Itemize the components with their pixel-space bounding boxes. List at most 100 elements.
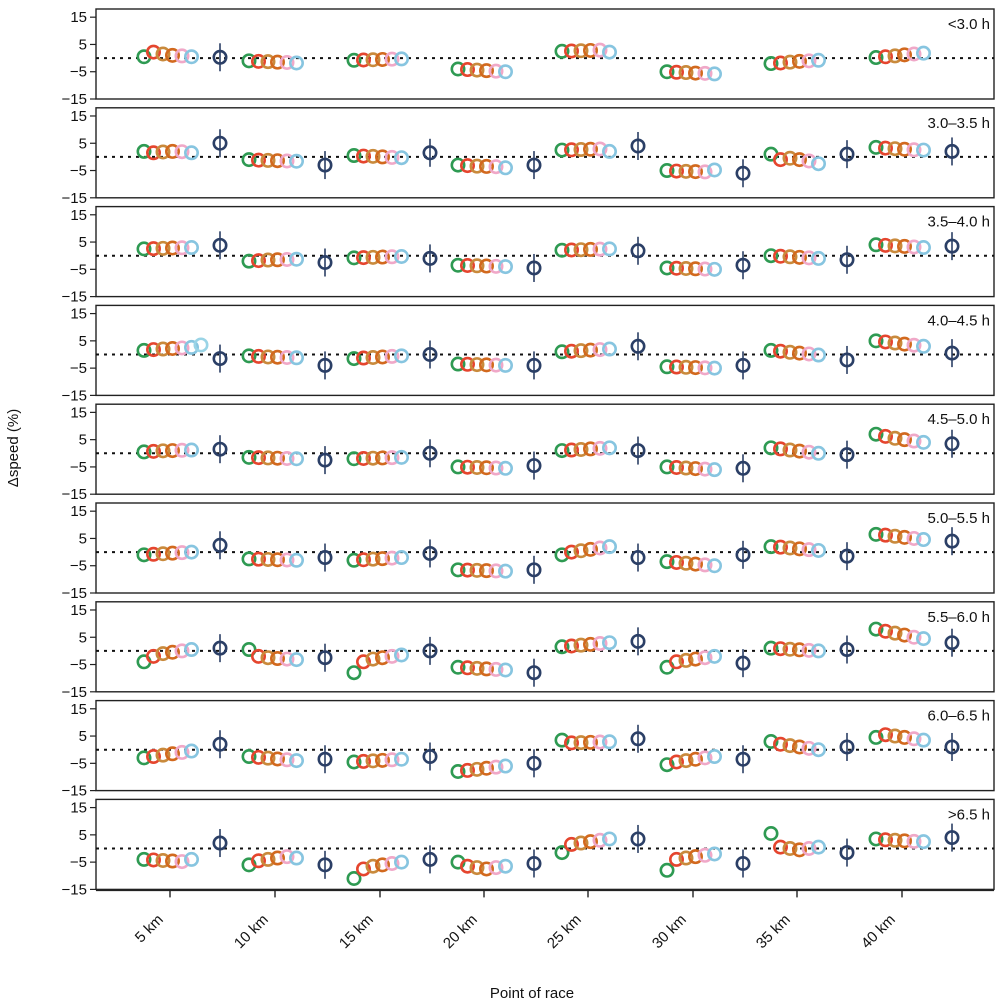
data-point <box>478 563 494 579</box>
data-point <box>422 851 438 867</box>
data-point <box>260 450 276 466</box>
data-point <box>279 651 295 667</box>
data-point <box>582 141 598 157</box>
data-point <box>269 54 285 70</box>
data-point <box>601 539 617 555</box>
data-point <box>146 241 162 257</box>
data-point <box>801 346 817 362</box>
data-point <box>582 636 598 652</box>
y-tick-label: −15 <box>62 585 87 602</box>
data-point <box>896 529 912 545</box>
data-point <box>887 625 903 641</box>
data-point <box>488 357 504 373</box>
data-point <box>422 445 438 461</box>
y-tick-label: −5 <box>70 459 87 476</box>
data-point <box>554 43 570 59</box>
y-tick-label: −5 <box>70 854 87 871</box>
data-point <box>706 462 722 478</box>
data-point <box>877 237 893 253</box>
y-tick-label: −5 <box>70 657 87 674</box>
data-point <box>317 357 333 373</box>
data-point <box>155 144 171 160</box>
data-point <box>772 441 788 457</box>
panel-label: <3.0 h <box>948 16 990 33</box>
data-point <box>136 444 152 460</box>
y-tick-label: 5 <box>79 432 87 449</box>
data-point <box>422 643 438 659</box>
data-point <box>563 442 579 458</box>
y-tick-label: 5 <box>79 827 87 844</box>
data-point <box>630 633 646 649</box>
data-point <box>146 145 162 161</box>
data-point <box>915 434 931 450</box>
x-tick-label: 30 km <box>649 911 690 952</box>
data-point <box>763 342 779 358</box>
data-point <box>279 349 295 365</box>
data-point <box>212 237 228 253</box>
data-point <box>459 258 475 274</box>
data-point <box>469 357 485 373</box>
y-tick-label: −15 <box>62 486 87 503</box>
data-point <box>697 65 713 81</box>
data-point <box>601 440 617 456</box>
data-point <box>601 143 617 159</box>
data-point <box>659 459 675 475</box>
y-tick-label: 15 <box>70 503 87 520</box>
data-point <box>868 621 884 637</box>
data-point <box>801 840 817 856</box>
data-point <box>251 551 267 567</box>
data-point <box>868 50 884 66</box>
data-point <box>269 252 285 268</box>
data-point <box>422 145 438 161</box>
data-point <box>906 530 922 546</box>
data-point <box>393 449 409 465</box>
panel-frame <box>95 798 995 891</box>
data-point <box>687 360 703 376</box>
data-point <box>241 348 257 364</box>
y-tick-label: −15 <box>62 387 87 404</box>
data-point <box>365 349 381 365</box>
data-point <box>563 735 579 751</box>
data-point <box>668 459 684 475</box>
data-point <box>735 257 751 273</box>
data-point <box>915 631 931 647</box>
data-point <box>678 359 694 375</box>
data-point <box>450 356 466 372</box>
data-point <box>868 237 884 253</box>
data-point <box>801 542 817 558</box>
data-point <box>279 153 295 169</box>
data-point <box>374 857 390 873</box>
y-tick-label: 15 <box>70 9 87 26</box>
data-point <box>687 261 703 277</box>
data-point <box>563 544 579 560</box>
data-point <box>687 751 703 767</box>
data-point <box>706 66 722 82</box>
panel-frame <box>95 304 995 397</box>
data-point <box>355 861 371 877</box>
data-point <box>497 357 513 373</box>
data-point <box>877 832 893 848</box>
data-point <box>668 260 684 276</box>
data-point <box>944 143 960 159</box>
data-point <box>355 250 371 266</box>
data-point <box>469 761 485 777</box>
data-point <box>365 858 381 874</box>
panel: 15 5 −5 −15 6.0–6.5 h <box>62 699 995 800</box>
y-tick-label: 15 <box>70 701 87 718</box>
data-point <box>174 545 190 561</box>
data-point <box>288 552 304 568</box>
data-point <box>592 734 608 750</box>
data-point <box>592 832 608 848</box>
data-point <box>877 49 893 65</box>
data-point <box>174 442 190 458</box>
data-point <box>697 557 713 573</box>
data-point <box>212 835 228 851</box>
data-point <box>374 650 390 666</box>
data-point <box>563 638 579 654</box>
data-point <box>687 164 703 180</box>
data-point <box>346 351 362 367</box>
data-point <box>526 855 542 871</box>
data-point <box>526 458 542 474</box>
data-point <box>497 460 513 476</box>
data-point <box>288 251 304 267</box>
